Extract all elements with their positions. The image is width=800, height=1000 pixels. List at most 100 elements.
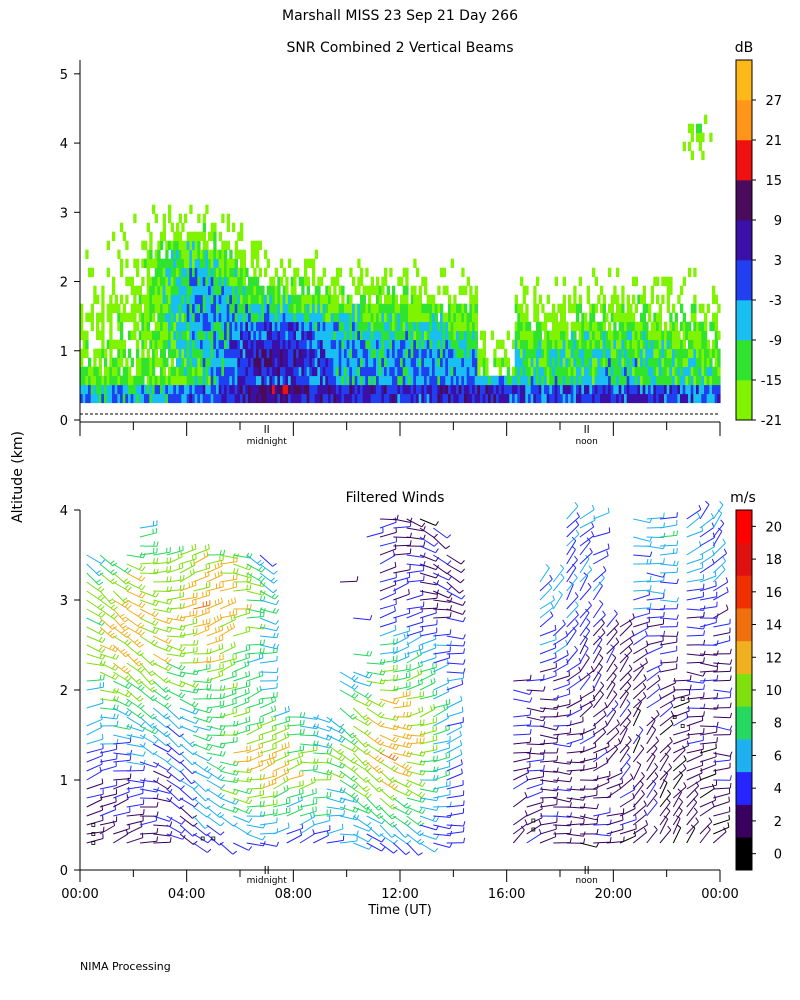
wind-barb	[99, 590, 116, 605]
wind-barb	[633, 602, 652, 610]
wind-barb	[513, 697, 533, 703]
wind-barb	[686, 562, 704, 574]
wind-barb	[713, 687, 733, 693]
wind-barb	[446, 581, 464, 594]
wind-barb	[673, 689, 691, 700]
wind-barb	[553, 658, 569, 673]
wind-barb	[686, 650, 706, 657]
wind-barb	[393, 572, 411, 583]
wind-barb	[139, 626, 159, 635]
wind-barb	[139, 527, 157, 538]
wind-barb	[646, 694, 662, 709]
calm-marker	[91, 841, 96, 845]
wind-barb	[379, 815, 398, 828]
wind-barb	[86, 714, 103, 727]
wind-barb	[433, 742, 451, 754]
wind-barb	[193, 544, 210, 556]
wind-barb	[126, 751, 146, 757]
wind-barb	[259, 841, 280, 847]
wind-barb	[419, 842, 439, 853]
wind-barb	[593, 830, 613, 837]
wind-barb	[99, 804, 117, 817]
wind-barb	[179, 707, 200, 715]
wind-barb	[193, 550, 209, 565]
wind-y-tick-label: 3	[60, 594, 68, 609]
wind-barb	[539, 725, 560, 731]
wind-barb	[99, 653, 120, 660]
wind-barb	[579, 618, 591, 637]
wind-barb	[579, 554, 590, 574]
wind-barb	[366, 743, 385, 754]
wind-x-tick-label: 16:00	[488, 887, 525, 902]
wind-barb	[593, 770, 611, 781]
wind-barb	[419, 634, 437, 646]
wind-barb	[713, 796, 730, 808]
wind-barb	[126, 698, 145, 710]
wind-barb	[153, 698, 172, 709]
wind-barb	[419, 563, 440, 571]
wind-barb	[433, 605, 453, 611]
wind-barb	[433, 612, 452, 619]
snr-colorbar: -21 -15 -9 -3 3 9 15 21 27	[735, 59, 782, 429]
wind-barb	[366, 678, 386, 685]
wind-barb	[206, 634, 224, 646]
wind-colorbar-label: 0	[774, 848, 782, 863]
wind-barb	[139, 547, 158, 556]
wind-barb	[406, 534, 426, 540]
wind-barb	[699, 661, 720, 668]
wind-colorbar-label: 2	[774, 815, 782, 830]
wind-barb	[633, 640, 649, 655]
wind-barb	[219, 641, 236, 655]
wind-barb	[113, 733, 133, 740]
wind-barb	[353, 725, 372, 736]
wind-barb	[433, 780, 451, 790]
wind-barb	[219, 653, 237, 664]
wind-barb	[553, 727, 572, 736]
wind-barb	[419, 717, 438, 727]
wind-barb	[179, 609, 198, 619]
wind-barb	[566, 592, 579, 610]
wind-barb	[393, 664, 411, 673]
wind-barb	[86, 572, 104, 586]
wind-barb	[686, 817, 699, 835]
wind-barb	[686, 775, 702, 790]
wind-barb	[166, 574, 185, 583]
wind-barb	[566, 795, 586, 801]
wind-barb	[553, 650, 569, 664]
wind-barb	[566, 536, 577, 556]
wind-barb	[139, 743, 158, 755]
wind-barb	[592, 727, 607, 745]
wind-barb	[686, 790, 699, 808]
wind-barb	[339, 788, 359, 799]
wind-barb	[193, 607, 210, 619]
wind-barb	[299, 798, 318, 808]
wind-barb	[446, 563, 466, 574]
wind-barb	[592, 581, 603, 601]
wind-barb	[712, 556, 727, 574]
wind-barb	[713, 666, 732, 673]
wind-barb	[246, 563, 266, 573]
wind-colorbar-label: 6	[774, 749, 782, 764]
wind-barb	[686, 728, 705, 736]
wind-barb	[219, 597, 237, 610]
wind-barb	[633, 608, 651, 619]
wind-barb	[659, 637, 678, 646]
wind-barb	[686, 541, 702, 556]
wind-barb	[406, 589, 424, 601]
wind-barb	[126, 563, 146, 572]
wind-barb	[699, 801, 715, 817]
wind-barb	[633, 558, 652, 565]
wind-barb	[246, 572, 266, 582]
wind-colorbar-label: 14	[765, 619, 782, 634]
wind-barb	[366, 797, 383, 811]
wind-barb	[393, 632, 409, 646]
wind-barb	[153, 606, 173, 613]
wind-barb	[233, 603, 252, 610]
wind-barb	[326, 761, 346, 769]
wind-barb	[193, 563, 211, 574]
wind-barb	[99, 671, 119, 680]
wind-barb	[646, 771, 659, 790]
wind-barb	[446, 659, 466, 665]
wind-barb	[193, 743, 213, 751]
wind-barb	[406, 788, 426, 798]
